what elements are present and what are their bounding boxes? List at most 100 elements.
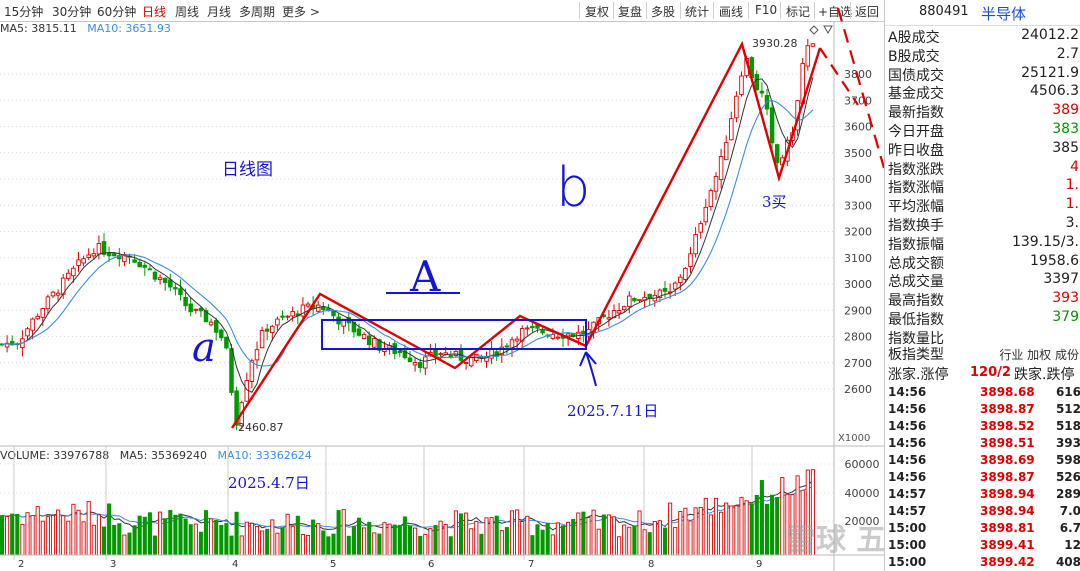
divider [579,2,580,19]
volume-bar [260,530,265,556]
volume-bar [219,524,224,556]
volume-bar [764,503,770,556]
candle-body [203,310,209,323]
tab-weekly[interactable]: 周线 [175,5,200,19]
quote-label: 指数换手 [888,218,944,234]
candle-body [688,253,693,268]
tick-time: 14:56 [888,385,927,399]
volume-bar [713,497,719,556]
tab-monthly[interactable]: 月线 [207,5,232,19]
tab-60min[interactable]: 60分钟 [97,5,137,19]
up-down-value: 120/2 [970,365,1011,380]
quote-row: 总成交额 1958.6 [888,253,1080,272]
statistics-button[interactable]: 统计 [685,5,710,19]
fall-label: 跌家.跌停 [1014,367,1075,383]
divider [713,2,714,19]
tick-volume: 289 [1055,487,1080,501]
volume-bar [290,525,295,556]
candle-body [229,348,234,393]
tab-30min[interactable]: 30分钟 [52,5,92,19]
volume-bar [382,522,387,556]
quote-label: 指数量比 [888,330,944,347]
more-label: 更多 [282,5,307,19]
volume-bar [591,509,596,556]
volume-bar [724,502,729,556]
volume-bar [71,503,76,556]
candle-body [402,350,408,359]
volume-bar [428,528,433,556]
candle-body [693,233,698,255]
tab-multi-period[interactable]: 多周期 [239,5,276,19]
wave-b-label: b [556,156,591,219]
volume-bar [407,525,413,556]
quote-label: 最低指数 [888,312,944,328]
tick-time: 14:56 [888,453,927,467]
candle-body [55,292,61,296]
back-button[interactable]: 返回 [855,5,880,19]
high-price-label: 3930.28 [752,37,798,50]
volume-bar [331,533,336,556]
f10-button[interactable]: F10 [755,3,778,17]
wave-A-label: A [410,252,441,301]
candle-body [66,272,71,279]
volume-bar [739,496,744,556]
price-tick-label: 2800 [844,331,872,344]
divider [613,2,614,19]
volume-bar [229,535,234,556]
candle-body [188,303,193,313]
volume-bar [520,521,525,556]
index-name[interactable]: 半导体 [981,5,1027,23]
index-header: 880491 半导体 [885,0,1080,26]
divider [680,2,681,19]
volume-bar [346,535,351,556]
tab-15min[interactable]: 15分钟 [4,5,44,19]
candle-body [249,360,255,382]
divider [748,2,749,19]
volume-bar [464,512,469,556]
volume-bar [188,524,193,556]
adjust-price-button[interactable]: 复权 [585,5,610,19]
volume-bar [606,514,611,556]
tick-price: 3898.51 [980,436,1035,450]
tick-price: 3899.42 [980,555,1035,569]
tick-volume: 598 [1055,453,1080,467]
volume-bar [703,497,708,556]
multi-stock-button[interactable]: 多股 [651,5,676,19]
tab-more[interactable]: 更多 > [282,3,320,20]
volume-bars [0,469,815,556]
volume-bar [132,525,137,556]
volume-bar [183,518,188,556]
vol-ma10-line [1,486,814,529]
volume-bar [413,527,418,556]
volume-bar [117,523,122,556]
draw-line-button[interactable]: 画线 [719,5,744,19]
mark-button[interactable]: 标记 [786,5,811,19]
volume-bar [356,517,362,556]
candle-body [30,318,35,331]
volume-bar [285,513,290,556]
volume-bar [300,533,305,556]
candlestick-chart[interactable]: 3800370036003500340033003200310030002900… [0,0,884,571]
add-watchlist-button[interactable]: +自选 [818,5,853,19]
replay-button[interactable]: 复盘 [618,5,643,19]
volume-bar [168,509,173,556]
candle-body [25,328,30,337]
volume-bar [744,500,749,556]
quote-label: 基金成交 [888,86,944,103]
candle-body [468,356,474,367]
quote-row: 基金成交 4506.3 [888,83,1080,103]
tick-time: 14:56 [888,419,927,433]
quote-value: 379 [1052,309,1079,325]
tick-volume: 12 [1064,538,1080,552]
sector-type-value: 行业 加权 成份 [999,348,1079,362]
tab-daily[interactable]: 日线 [142,5,167,19]
wave-zigzag-line [230,40,822,429]
volume-bar [596,528,601,556]
candle-body [254,349,260,361]
quote-row: B股成交 2.7 [888,46,1080,65]
price-tick-label: 3600 [844,121,872,134]
candle-body [657,289,663,298]
volume-bar [494,515,499,556]
month-label: 8 [648,559,654,570]
volume-bar [305,534,311,556]
